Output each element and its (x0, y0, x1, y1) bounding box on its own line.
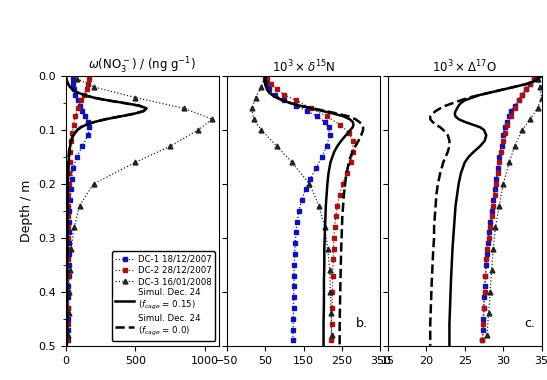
Title: $10^3 \times \Delta^{17}\mathrm{O}$: $10^3 \times \Delta^{17}\mathrm{O}$ (433, 58, 497, 75)
Title: $\omega(\mathrm{NO_3^-})$ / (ng g$^{-1}$): $\omega(\mathrm{NO_3^-})$ / (ng g$^{-1}$… (89, 56, 196, 76)
Text: c.: c. (525, 317, 536, 329)
Text: a.: a. (195, 317, 207, 329)
Text: b.: b. (356, 317, 368, 329)
Y-axis label: Depth / m: Depth / m (20, 180, 33, 242)
Title: $10^3 \times \delta^{15}\mathrm{N}$: $10^3 \times \delta^{15}\mathrm{N}$ (272, 58, 335, 75)
Legend: DC-1 18/12/2007, DC-2 28/12/2007, DC-3 16/01/2008, Simul. Dec. 24
($f_{cage}$ = : DC-1 18/12/2007, DC-2 28/12/2007, DC-3 1… (112, 251, 215, 342)
